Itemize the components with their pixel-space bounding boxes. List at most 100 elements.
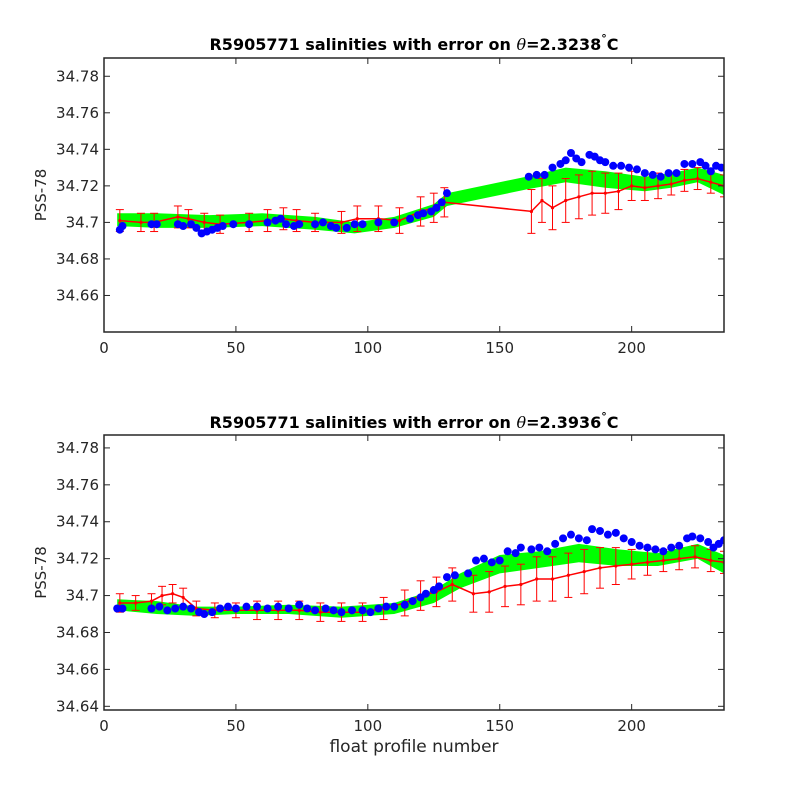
x-tick-label: 100 <box>354 717 383 735</box>
float-salinity-point <box>216 604 225 613</box>
float-salinity-point <box>561 156 570 165</box>
title-unit: C <box>607 35 619 54</box>
mapped-salinity-point <box>582 569 586 574</box>
float-salinity-point <box>432 203 441 212</box>
x-tick-label: 200 <box>617 339 646 357</box>
float-salinity-point <box>643 543 652 552</box>
mapped-salinity-point <box>677 557 681 561</box>
title-prefix: R5905771 salinities with error on <box>209 413 516 432</box>
title-prefix: R5905771 salinities with error on <box>209 35 516 54</box>
mapped-salinity-point <box>134 601 138 605</box>
envelope-band <box>117 543 724 618</box>
mapped-salinity-point <box>450 582 454 587</box>
float-salinity-point <box>675 541 684 550</box>
float-salinity-point <box>303 604 312 613</box>
mapped-salinity-point <box>529 209 534 214</box>
float-salinity-point <box>311 220 320 229</box>
float-salinity-point <box>450 571 459 580</box>
float-salinity-point <box>400 600 409 609</box>
title-theta: θ <box>516 35 526 54</box>
mapped-salinity-point <box>297 608 301 612</box>
mapped-salinity-point <box>355 217 359 221</box>
mapped-salinity-point <box>645 560 650 564</box>
float-salinity-point <box>321 604 330 613</box>
y-tick-label: 34.78 <box>56 439 99 457</box>
float-salinity-point <box>527 545 536 554</box>
float-salinity-point <box>548 163 557 172</box>
mapped-salinity-point <box>550 206 555 210</box>
mapped-salinity-point <box>603 191 607 195</box>
float-salinity-point <box>152 220 161 229</box>
mapped-salinity-point <box>643 186 647 190</box>
mapped-salinity-point <box>614 564 618 568</box>
float-salinity-point <box>208 608 217 617</box>
float-salinity-point <box>535 543 544 552</box>
mapped-salinity-point <box>693 555 697 559</box>
mapped-salinity-point <box>202 220 206 224</box>
float-salinity-point <box>263 218 272 227</box>
float-salinity-point <box>524 172 533 181</box>
bottom-panel: 0 50 100 150 200 34.64 34.66 34.68 34.7 34.72 34.7… <box>32 410 725 735</box>
mapped-salinity-point <box>577 195 581 199</box>
float-salinity-point <box>688 532 697 541</box>
float-salinity-point <box>574 534 583 543</box>
float-salinity-point <box>442 573 451 582</box>
float-salinity-point <box>295 220 304 229</box>
float-salinity-point <box>696 534 705 543</box>
plot-area <box>113 525 724 622</box>
float-salinity-point <box>179 602 188 611</box>
mapped-salinity-point <box>503 584 507 588</box>
float-salinity-point <box>632 165 641 174</box>
mapped-salinity-point <box>669 182 673 186</box>
float-salinity-point <box>419 209 428 218</box>
x-tick-label: 0 <box>99 339 109 357</box>
float-salinity-point <box>390 218 399 227</box>
float-salinity-point <box>179 222 188 231</box>
float-salinity-point <box>382 602 391 611</box>
float-salinity-point <box>295 600 304 609</box>
mapped-salinity-point <box>616 189 621 193</box>
float-salinity-point <box>374 218 383 227</box>
float-salinity-point <box>187 604 196 613</box>
float-salinity-point <box>672 169 681 178</box>
mapped-salinity-point <box>339 220 344 224</box>
float-salinity-point <box>229 220 238 229</box>
float-salinity-point <box>274 602 283 611</box>
float-salinity-point <box>358 220 367 229</box>
mapped-salinity-point <box>170 592 175 596</box>
mapped-salinity-point <box>566 573 570 577</box>
float-salinity-point <box>118 222 127 231</box>
float-salinity-point <box>332 223 341 232</box>
float-salinity-point <box>374 604 383 613</box>
mapped-salinity-point <box>397 218 402 223</box>
mapped-salinity-point <box>471 592 475 596</box>
mapped-salinity-point <box>160 593 164 598</box>
mapped-salinity-point <box>118 218 122 223</box>
float-salinity-point <box>318 218 327 227</box>
float-salinity-point <box>511 549 520 558</box>
float-salinity-point <box>701 161 710 170</box>
float-salinity-point <box>648 170 657 179</box>
float-salinity-point <box>200 610 209 619</box>
y-tick-label: 34.7 <box>66 213 99 231</box>
float-salinity-point <box>263 604 272 613</box>
float-salinity-point <box>408 597 417 606</box>
float-salinity-point <box>242 602 251 611</box>
y-tick-label: 34.68 <box>56 250 99 268</box>
axes-frame <box>103 434 725 711</box>
y-tick-label: 34.76 <box>56 476 99 494</box>
y-tick-label: 34.66 <box>56 286 99 304</box>
float-salinity-point <box>479 554 488 563</box>
mapped-salinity-point <box>661 558 665 563</box>
x-tick-label: 200 <box>617 717 646 735</box>
mapped-salinity-point <box>149 599 154 603</box>
float-salinity-point <box>619 534 628 543</box>
mapped-salinity-point <box>550 577 555 581</box>
mapped-salinity-point <box>709 180 713 184</box>
y-tick-label: 34.74 <box>56 140 99 158</box>
float-salinity-point <box>664 169 673 178</box>
y-tick-label: 34.66 <box>56 660 99 678</box>
mapped-salinity-point <box>181 595 185 600</box>
